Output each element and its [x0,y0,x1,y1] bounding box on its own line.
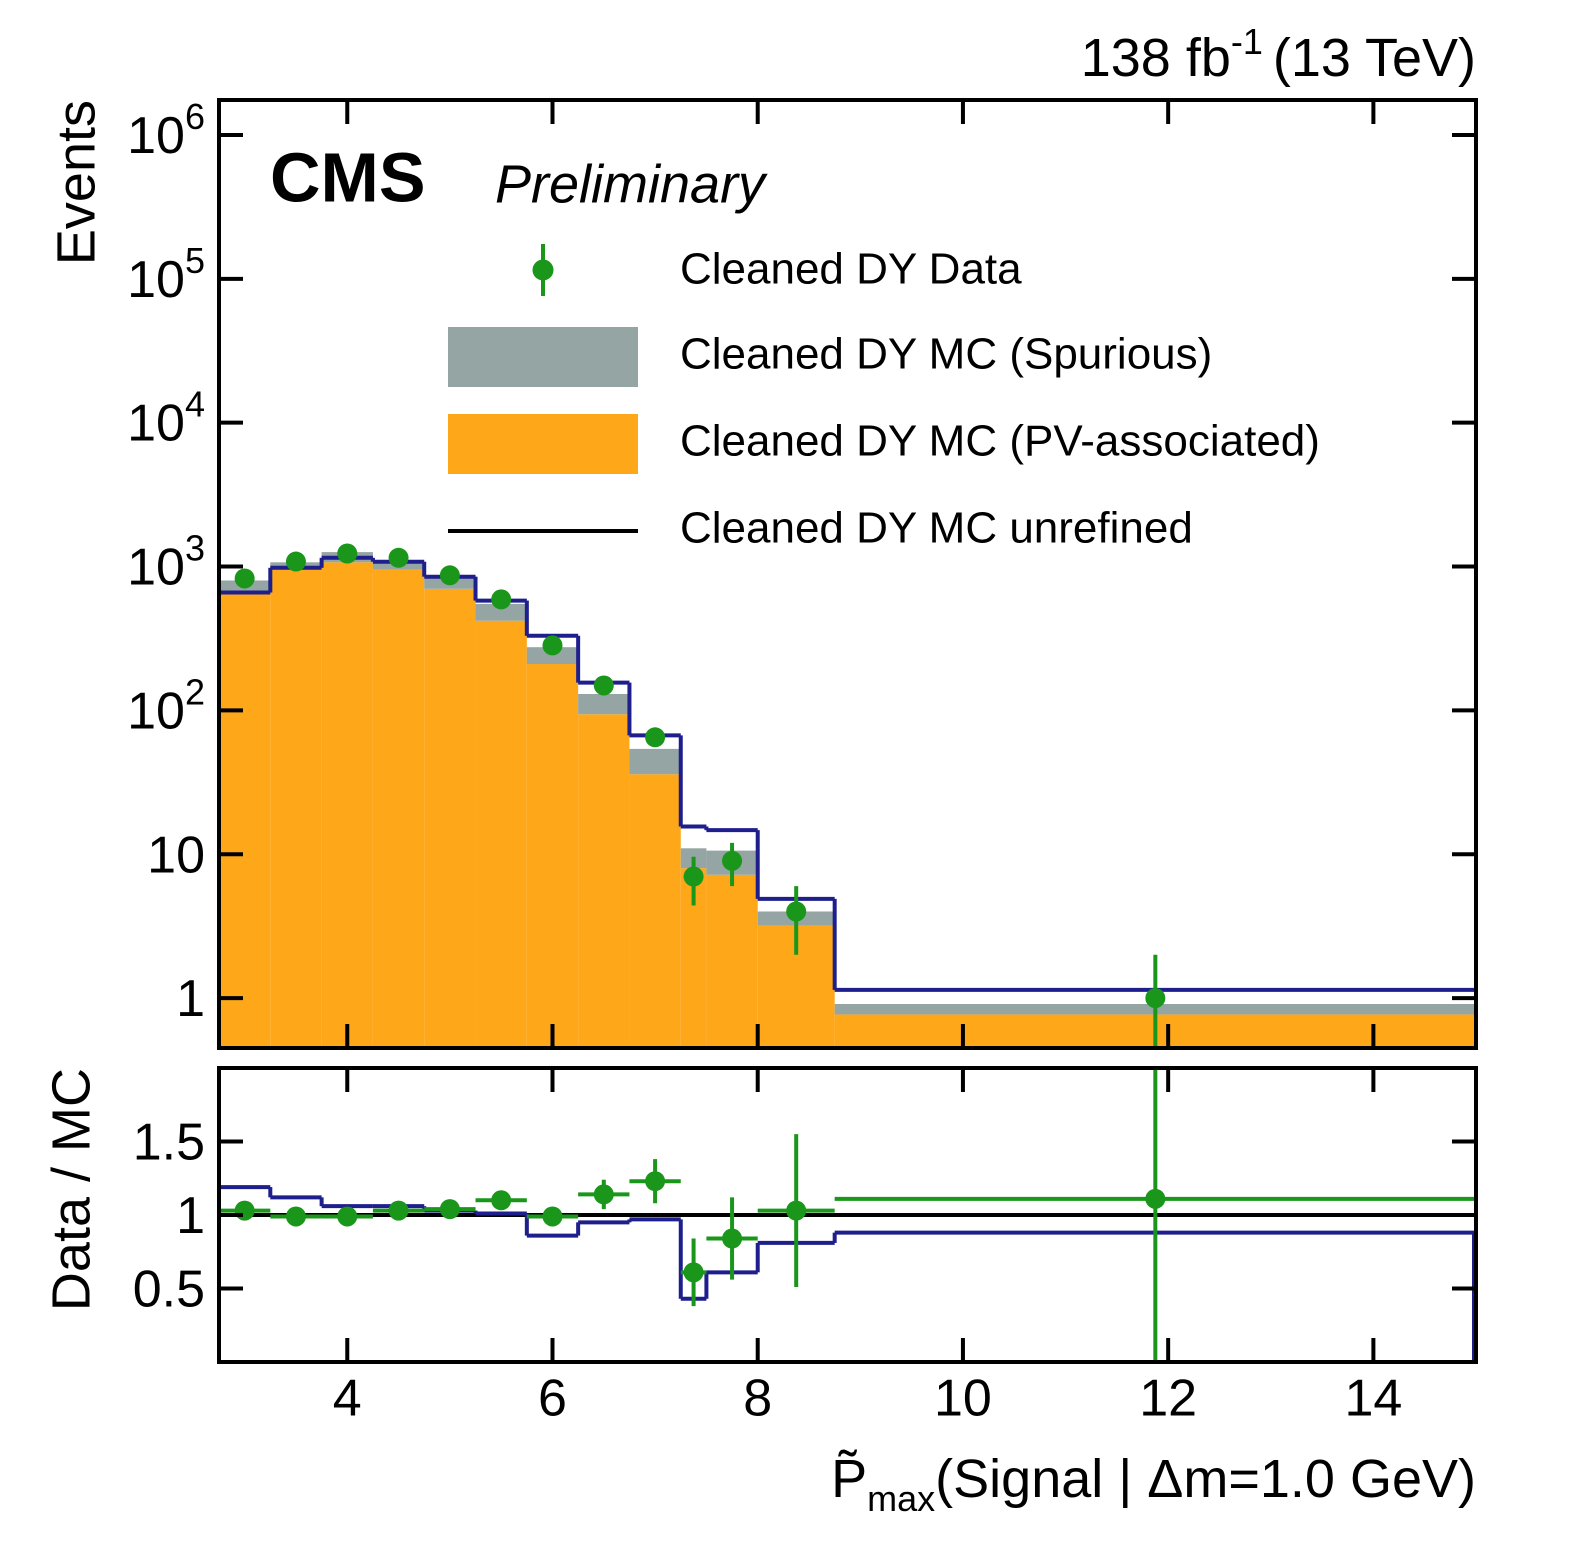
y-tick-label: 105 [127,239,205,308]
x-tick-label: 12 [1139,1370,1197,1428]
lumi-energy: (13 TeV) [1273,28,1476,88]
data-point [1145,1188,1166,1209]
ratio-y-axis-title: Data / MC [41,1068,101,1311]
stack-bar [372,569,425,1048]
legend-label: Cleaned DY MC (Spurious) [680,330,1212,379]
y-tick-label: 1 [176,970,205,1028]
stack-bar [475,603,527,621]
data-point [285,1206,306,1227]
data-point [234,1200,255,1221]
x-title-symbol: P̃ [831,1449,867,1509]
y-tick-base: 10 [147,826,205,884]
data-point [722,850,743,871]
y-tick-base: 1.5 [133,1113,205,1171]
y-tick-base: 10 [127,682,185,740]
legend-marker [532,259,554,281]
data-point [388,547,409,568]
y-tick-base: 10 [127,538,185,596]
status-label: Preliminary [495,154,768,214]
stack-bar [219,593,271,1048]
y-tick-exponent: 3 [185,527,205,568]
x-title-subscript: max [867,1478,935,1519]
y-tick-base: 10 [127,251,185,309]
data-point [439,1199,460,1220]
x-tick-label: 8 [743,1370,772,1428]
data-point [491,589,512,610]
ratio-frame [217,1066,1478,1364]
data-point [683,866,704,887]
stack-bar [526,664,579,1048]
ratio-plot-area [219,1068,1476,1362]
stack-bar [629,774,681,1048]
stack-bar [270,566,322,1048]
data-point [683,1262,704,1283]
data-point [337,543,358,564]
data-point [337,1206,358,1227]
x-tick-label: 14 [1344,1370,1402,1428]
x-title-rest: (Signal | Δm=1.0 GeV) [935,1449,1476,1509]
experiment-label: CMS [270,138,426,216]
y-axis-title: Events [46,100,106,265]
x-tick-label: 4 [333,1370,362,1428]
x-tick-label: 6 [538,1370,567,1428]
data-point [542,635,563,656]
stack-bar [629,748,681,775]
stack-bar [706,874,758,1048]
data-point [722,1228,743,1249]
x-tick-label: 10 [934,1370,992,1428]
data-point [542,1206,563,1227]
y-tick-label: 1.5 [133,1113,205,1171]
y-tick-label: 104 [127,383,205,452]
lumi-text: 138 fb [1081,28,1231,88]
legend-label: Cleaned DY MC unrefined [680,504,1193,553]
stack-bar [321,562,373,1048]
data-point [1145,988,1166,1009]
y-tick-label: 106 [127,95,205,164]
stack-bar [475,620,527,1048]
y-tick-label: 102 [127,671,205,740]
data-point [645,1171,666,1192]
stack-bar [578,714,630,1048]
data-point [439,565,460,586]
legend-label: Cleaned DY Data [680,245,1022,294]
stack-bar [526,647,579,665]
y-tick-label: 10 [147,826,205,884]
legend: Cleaned DY Data Cleaned DY MC (Spurious)… [448,244,1320,553]
data-point [645,727,666,748]
y-tick-base: 0.5 [133,1260,205,1318]
stack-bar [578,694,630,715]
y-tick-base: 10 [127,107,185,165]
main-frame [217,98,1478,1050]
y-tick-label: 1 [176,1187,205,1245]
data-point [593,1184,614,1205]
y-tick-base: 10 [127,394,185,452]
data-point [786,901,807,922]
stack-bar [424,588,476,1048]
y-tick-base: 1 [176,1187,205,1245]
y-tick-exponent: 2 [185,671,205,712]
y-tick-label: 103 [127,527,205,596]
data-point [234,568,255,589]
x-axis-title: P̃max(Signal | Δm=1.0 GeV) [831,1449,1476,1518]
data-point [285,551,306,572]
y-tick-label: 0.5 [133,1260,205,1318]
data-point [491,1190,512,1211]
legend-label: Cleaned DY MC (PV-associated) [680,417,1320,466]
y-tick-exponent: 4 [185,383,205,424]
y-tick-exponent: 5 [185,239,205,280]
data-point [388,1200,409,1221]
legend-swatch [448,414,638,474]
data-point [593,675,614,696]
lumi-label: 138 fb-1 (13 TeV) [1081,21,1476,89]
data-point [786,1200,807,1221]
y-tick-exponent: 6 [185,95,205,136]
main-plot-area [219,543,1476,1048]
y-tick-base: 1 [176,970,205,1028]
lumi-exponent: -1 [1231,21,1263,62]
legend-swatch [448,327,638,387]
